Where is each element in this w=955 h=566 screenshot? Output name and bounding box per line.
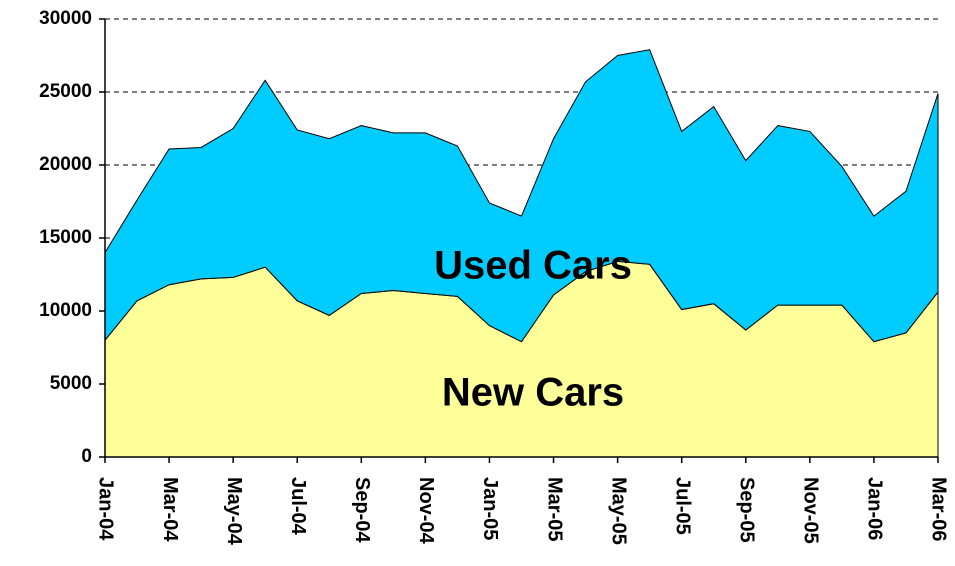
x-tick-label: Jul-05 <box>671 477 693 535</box>
y-tick-label: 5000 <box>50 373 92 394</box>
x-tick-label: Nov-04 <box>415 477 437 545</box>
x-tick-label: Mar-06 <box>928 477 950 541</box>
x-tick-label: Sep-04 <box>351 477 373 543</box>
x-tick-label: Mar-05 <box>543 477 565 541</box>
y-tick-label: 25000 <box>39 81 92 102</box>
x-tick-label: Jan-06 <box>864 477 886 540</box>
x-tick-label: Sep-05 <box>735 477 757 543</box>
y-tick-label: 15000 <box>39 227 92 248</box>
y-tick-label: 20000 <box>39 154 92 175</box>
x-tick-label: May-05 <box>607 477 629 545</box>
x-tick-label: May-04 <box>223 477 245 546</box>
series-label: Used Cars <box>434 243 632 287</box>
x-tick-label: Jan-04 <box>95 477 117 541</box>
x-tick-label: Jan-05 <box>479 477 501 540</box>
series-label: New Cars <box>442 370 624 414</box>
x-tick-label: Jul-04 <box>287 477 309 536</box>
areas: New Cars Used Cars <box>104 49 939 458</box>
area <box>104 49 939 343</box>
y-tick-label: 30000 <box>39 8 92 29</box>
x-tick-label: Nov-05 <box>800 477 822 544</box>
axes: 0 5000 10000 15000 20000 25000 30000 Jan-04 Mar-… <box>39 8 950 546</box>
y-tick-label: 10000 <box>39 300 92 321</box>
x-tick-label: Mar-04 <box>159 477 181 542</box>
y-tick-label: 0 <box>81 446 92 467</box>
